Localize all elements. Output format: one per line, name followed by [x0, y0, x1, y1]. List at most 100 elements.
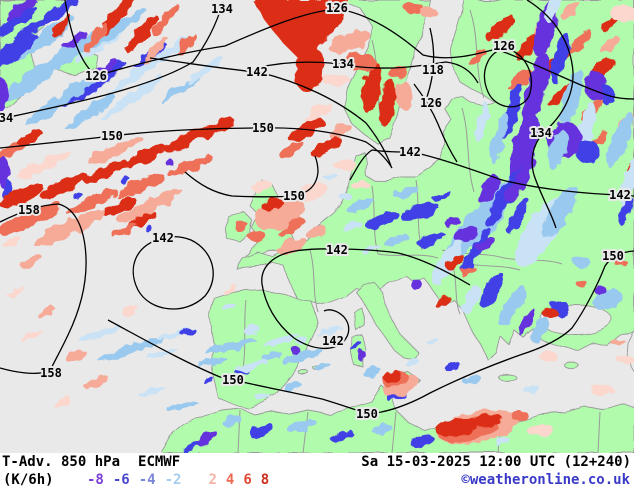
cold-advection-patch	[222, 415, 242, 427]
cold-advection-patch	[444, 361, 460, 371]
cold-advection-patch	[426, 337, 438, 345]
cold-advection-patch	[478, 175, 500, 205]
contour-lines	[0, 0, 634, 415]
cold-advection-patch	[444, 217, 460, 227]
cold-advection-patch	[221, 302, 235, 310]
cold-advection-patch	[0, 77, 8, 113]
cold-advection-patch	[316, 327, 344, 337]
cold-advection-patch	[545, 0, 561, 24]
cold-advection-patch	[522, 53, 550, 123]
warm-advection-patch	[0, 184, 44, 208]
cold-advection-patch	[36, 0, 80, 28]
cold-advection-patch	[0, 33, 37, 71]
warm-advection-patch	[99, 0, 137, 36]
warm-advection-patch	[116, 173, 164, 199]
cold-advection-patch	[296, 337, 308, 345]
warm-advection-patch	[84, 160, 128, 184]
cold-advection-patch	[15, 19, 45, 41]
contour-line	[0, 127, 393, 169]
legend-value--4: -4	[138, 472, 156, 488]
legend-value--6: -6	[112, 472, 130, 488]
legend-value--8: -8	[87, 472, 104, 488]
warm-advection-patch	[333, 160, 357, 170]
warm-advection-patch	[329, 30, 371, 54]
warm-advection-patch	[384, 371, 402, 383]
cold-advection-patch	[363, 367, 381, 377]
contour-label-150: 150	[222, 373, 244, 387]
cold-advection-patch	[249, 424, 275, 438]
cold-advection-patch	[235, 360, 269, 372]
contour-line	[0, 203, 87, 374]
warm-advection-patch	[303, 102, 333, 122]
contour-line	[107, 250, 634, 415]
warm-advection-patch	[125, 145, 167, 167]
cold-advection-patch	[461, 227, 491, 273]
warm-advection-patch	[252, 180, 272, 192]
warm-advection-patch	[52, 396, 72, 408]
warm-advection-patch	[305, 225, 327, 239]
model-label: ECMWF	[138, 454, 181, 470]
cold-advection-patch	[166, 159, 174, 167]
cold-advection-patch	[322, 173, 338, 179]
advection-legend: -8 -6 -4 -2 2 4 6 8	[87, 472, 278, 488]
cold-advection-patch	[372, 423, 392, 435]
warm-advection-patch	[17, 151, 73, 179]
cold-advection-patch	[509, 113, 539, 183]
contour-label-142: 142	[322, 334, 344, 348]
contour-line	[349, 149, 634, 197]
warm-advection-patch	[610, 339, 626, 345]
warm-advection-patch	[404, 3, 424, 13]
cold-advection-patch	[0, 156, 9, 188]
warm-advection-patch	[103, 197, 137, 217]
cold-advection-patch	[182, 441, 200, 453]
warm-advection-patch	[66, 188, 118, 216]
cold-advection-patch	[431, 239, 463, 285]
warm-advection-patch	[485, 15, 515, 41]
contour-label-126: 126	[493, 39, 515, 53]
warm-advection-patch	[610, 6, 634, 22]
warm-advection-patch	[538, 352, 558, 360]
cold-advection-patch	[338, 193, 352, 199]
cold-advection-patch	[463, 375, 481, 385]
warm-advection-patch	[434, 296, 452, 308]
cold-advection-patch	[547, 131, 569, 169]
cold-advection-patch	[90, 8, 146, 48]
warm-advection-patch	[387, 66, 409, 78]
cold-advection-patch	[518, 308, 536, 336]
contour-label-134: 134	[211, 2, 233, 16]
cold-advection-patch	[0, 50, 73, 106]
contour-line	[413, 83, 458, 163]
warm-advection-patch	[152, 4, 180, 36]
contour-line	[483, 47, 533, 108]
cold-advection-patch	[78, 327, 122, 341]
cold-advection-patch	[550, 32, 570, 84]
warm-advection-patch	[125, 15, 159, 53]
contour-labels: 134 126 126 142 134 118 126 126 34 134 150 150 142 15…	[0, 0, 633, 423]
cold-advection-patch	[100, 75, 164, 121]
warm-advection-patch	[435, 417, 479, 437]
warm-advection-patch	[526, 424, 554, 436]
cold-advection-patch	[462, 286, 482, 314]
advection-patches	[0, 0, 634, 453]
warm-advection-patch	[278, 227, 294, 237]
warm-advection-patch	[87, 136, 143, 164]
contour-line	[184, 155, 319, 198]
cold-advection-patch	[618, 194, 634, 226]
legend-value-6: 6	[243, 472, 252, 488]
contour-line	[526, 0, 574, 229]
contour-line	[261, 248, 471, 349]
warm-advection-patch	[310, 137, 342, 157]
warm-advection-patch	[164, 128, 208, 152]
land-iberia	[209, 289, 319, 409]
warm-advection-patch	[17, 130, 43, 146]
cold-advection-patch	[342, 220, 362, 232]
cold-advection-patch	[506, 198, 530, 234]
cold-advection-patch	[576, 140, 600, 164]
warm-advection-patch	[322, 74, 350, 86]
contour-label-142: 142	[152, 231, 174, 245]
land-corsica	[353, 307, 366, 332]
cold-advection-patch	[114, 338, 166, 354]
cold-advection-patch	[364, 211, 400, 229]
cold-advection-patch	[349, 342, 363, 350]
cold-advection-patch	[25, 74, 99, 126]
